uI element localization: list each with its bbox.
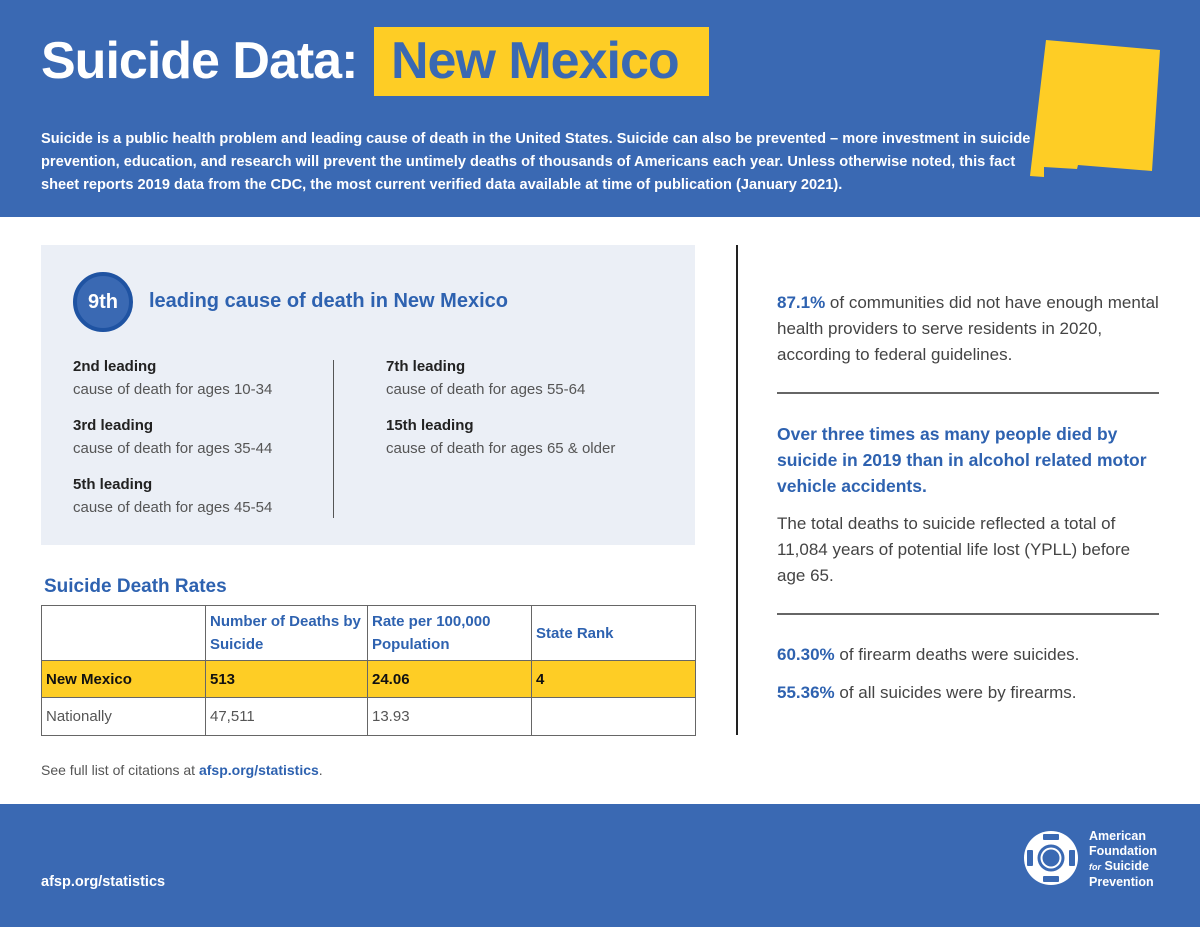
rank-item: 15th leading cause of death for ages 65 … [386,416,615,459]
citation-prefix: See full list of citations at [41,762,199,778]
fact-divider [777,613,1159,615]
rank-item-title: 7th leading [386,358,466,375]
fact-ypll: The total deaths to suicide reflected a … [777,514,1131,585]
rank-item-desc: cause of death for ages 10-34 [73,381,273,398]
rank-item-title: 5th leading [73,476,153,493]
table-row: New Mexico 513 24.06 4 [41,660,696,698]
new-mexico-state-icon [1030,40,1160,177]
page-title: Suicide Data: [41,32,358,90]
table-header-cell: State Rank [531,605,696,661]
fact-firearm-deaths: 60.30% of firearm deaths were suicides. [777,642,1162,668]
rank-item-title: 2nd leading [73,358,157,375]
intro-paragraph: Suicide is a public health problem and l… [41,131,1031,193]
citation-note: See full list of citations at afsp.org/s… [41,762,323,778]
ranking-column-divider [333,360,334,518]
logo-for: for [1089,862,1101,872]
table-cell-rate: 13.93 [367,697,532,736]
table-cell-deaths: 513 [205,660,368,698]
table-cell-rank: 4 [531,660,696,698]
table-header-cell: Rate per 100,000 Population [367,605,532,661]
fact-alcohol-comparison: Over three times as many people died by … [777,424,1147,496]
rank-item-desc: cause of death for ages 55-64 [386,381,586,398]
table-cell-label: Nationally [41,697,206,736]
rank-item-desc: cause of death for ages 35-44 [73,440,273,457]
fact-divider [777,392,1159,394]
table-cell-label: New Mexico [41,660,206,698]
fact-text: of all suicides were by firearms. [834,683,1077,702]
rank-item-desc: cause of death for ages 45-54 [73,499,273,516]
state-name: New Mexico [391,32,680,90]
citation-suffix: . [318,762,323,778]
rank-item-title: 15th leading [386,417,474,434]
rank-item: 2nd leading cause of death for ages 10-3… [73,357,272,400]
rank-item-title: 3rd leading [73,417,154,434]
footer: afsp.org/statistics American Foundation … [0,804,1200,927]
rank-item: 5th leading cause of death for ages 45-5… [73,475,272,518]
citation-link[interactable]: afsp.org/statistics [198,762,319,778]
footer-url-link[interactable]: afsp.org/statistics [41,874,166,890]
table-cell-deaths: 47,511 [205,697,368,736]
rank-item-desc: cause of death for ages 65 & older [386,440,616,457]
fact-highlight: 60.30% [777,645,835,664]
rank-item: 3rd leading cause of death for ages 35-4… [73,416,272,459]
ranking-panel [41,245,695,545]
table-cell-rate: 24.06 [367,660,532,698]
logo-line: Prevention [1089,875,1154,889]
logo-line: Foundation [1089,844,1158,858]
header-banner: Suicide Data: New Mexico Suicide is a pu… [0,0,1200,217]
state-name-badge: New Mexico [374,27,709,96]
table-header-cell [41,605,206,661]
overall-rank-badge: 9th [73,272,133,332]
overall-rank-text: leading cause of death in New Mexico [149,290,508,312]
overall-rank-value: 9th [88,290,118,313]
fact-highlight: 55.36% [777,683,835,702]
logo-word: Suicide [1104,859,1149,873]
rates-table: Number of Deaths by Suicide Rate per 100… [41,605,696,736]
rates-table-title: Suicide Death Rates [44,576,227,597]
rank-item: 7th leading cause of death for ages 55-6… [386,357,585,400]
fact-highlight: 87.1% [777,293,826,312]
logo-line: American [1089,829,1146,843]
table-header-cell: Number of Deaths by Suicide [205,605,368,661]
afsp-logo-text: American Foundation for Suicide Preventi… [1089,829,1157,890]
table-header-row: Number of Deaths by Suicide Rate per 100… [41,605,696,661]
fact-text: of firearm deaths were suicides. [834,645,1080,664]
fact-text: of communities did not have enough menta… [777,293,1159,364]
fact-providers: 87.1% of communities did not have enough… [777,290,1162,368]
fact-firearm-suicides: 55.36% of all suicides were by firearms. [777,680,1162,706]
lifebuoy-icon [1024,831,1078,885]
table-row: Nationally 47,511 13.93 [41,697,696,736]
column-divider [736,245,738,735]
table-cell-rank [531,697,696,736]
logo-line: for Suicide [1089,859,1157,875]
